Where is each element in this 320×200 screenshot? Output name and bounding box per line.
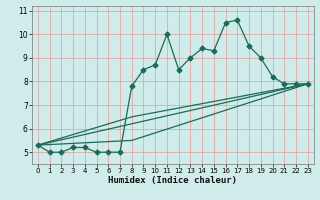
X-axis label: Humidex (Indice chaleur): Humidex (Indice chaleur) — [108, 176, 237, 185]
